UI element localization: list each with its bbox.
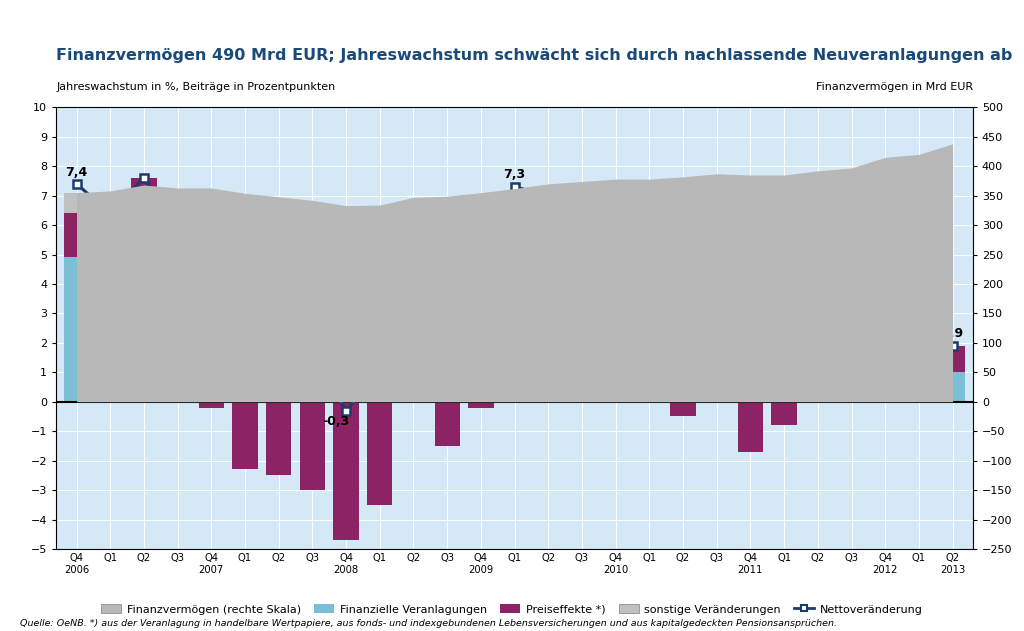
Bar: [165, 240, 190, 261]
Bar: [872, 278, 898, 328]
Bar: [705, 281, 729, 402]
Bar: [165, 231, 190, 240]
Bar: [637, 314, 662, 402]
Text: 1,9: 1,9: [941, 327, 964, 341]
Bar: [232, 402, 258, 469]
Bar: [906, 290, 932, 325]
Bar: [131, 261, 157, 402]
Bar: [400, 261, 426, 275]
Bar: [737, 402, 763, 452]
Bar: [536, 225, 561, 314]
Bar: [334, 402, 358, 540]
Bar: [266, 269, 292, 272]
Bar: [737, 293, 763, 316]
Bar: [737, 316, 763, 402]
Bar: [199, 261, 224, 402]
Bar: [165, 261, 190, 402]
Bar: [368, 275, 392, 402]
Bar: [368, 269, 392, 275]
Bar: [671, 284, 695, 402]
Text: 7,4: 7,4: [66, 165, 88, 179]
Bar: [940, 346, 966, 372]
Text: Finanzvermögen 490 Mrd EUR; Jahreswachstum schwächt sich durch nachlassende Neuv: Finanzvermögen 490 Mrd EUR; Jahreswachst…: [56, 48, 1013, 63]
Bar: [705, 266, 729, 281]
Bar: [300, 272, 325, 402]
Bar: [199, 257, 224, 261]
Bar: [334, 272, 358, 402]
Bar: [839, 349, 864, 402]
Bar: [536, 314, 561, 402]
Bar: [671, 402, 695, 416]
Text: Quelle: OeNB. *) aus der Veranlagung in handelbare Wertpapiere, aus fonds- und i: Quelle: OeNB. *) aus der Veranlagung in …: [20, 619, 838, 628]
Text: 7,3: 7,3: [504, 168, 525, 182]
Bar: [569, 314, 595, 402]
Text: 4,4: 4,4: [604, 254, 627, 267]
Bar: [502, 228, 527, 314]
Bar: [940, 372, 966, 402]
Bar: [839, 307, 864, 349]
Bar: [603, 314, 629, 402]
Legend: Finanzvermögen (rechte Skala), Finanzielle Veranlagungen, Preiseffekte *), sonst: Finanzvermögen (rechte Skala), Finanziel…: [97, 600, 927, 619]
Text: 3,7: 3,7: [908, 274, 930, 288]
Bar: [502, 314, 527, 402]
Bar: [97, 213, 123, 263]
Bar: [468, 284, 494, 402]
Bar: [805, 307, 830, 349]
Bar: [468, 402, 494, 408]
Bar: [400, 275, 426, 402]
Bar: [434, 263, 460, 275]
Bar: [63, 192, 89, 213]
Bar: [300, 402, 325, 490]
Bar: [266, 272, 292, 402]
Bar: [199, 402, 224, 408]
Bar: [771, 402, 797, 425]
Bar: [368, 402, 392, 505]
Bar: [805, 349, 830, 402]
Bar: [97, 199, 123, 213]
Bar: [536, 210, 561, 225]
Bar: [468, 269, 494, 284]
Bar: [434, 275, 460, 402]
Bar: [400, 245, 426, 261]
Bar: [603, 272, 629, 314]
Text: 4,7: 4,7: [200, 245, 222, 258]
Bar: [569, 272, 595, 314]
Bar: [63, 257, 89, 402]
Bar: [771, 343, 797, 367]
Bar: [300, 266, 325, 272]
Bar: [63, 213, 89, 257]
Bar: [906, 325, 932, 402]
Bar: [771, 367, 797, 402]
Text: Jahreswachstum in %, Beiträge in Prozentpunkten: Jahreswachstum in %, Beiträge in Prozent…: [56, 82, 336, 91]
Text: -0,3: -0,3: [323, 415, 349, 428]
Text: Finanzvermögen in Mrd EUR: Finanzvermögen in Mrd EUR: [816, 82, 973, 91]
Bar: [232, 266, 258, 269]
Bar: [569, 257, 595, 272]
Bar: [131, 178, 157, 261]
Text: 1,2: 1,2: [773, 348, 796, 361]
Bar: [97, 263, 123, 402]
Bar: [266, 402, 292, 475]
Bar: [232, 269, 258, 402]
Bar: [872, 328, 898, 402]
Bar: [502, 213, 527, 228]
Bar: [434, 402, 460, 446]
